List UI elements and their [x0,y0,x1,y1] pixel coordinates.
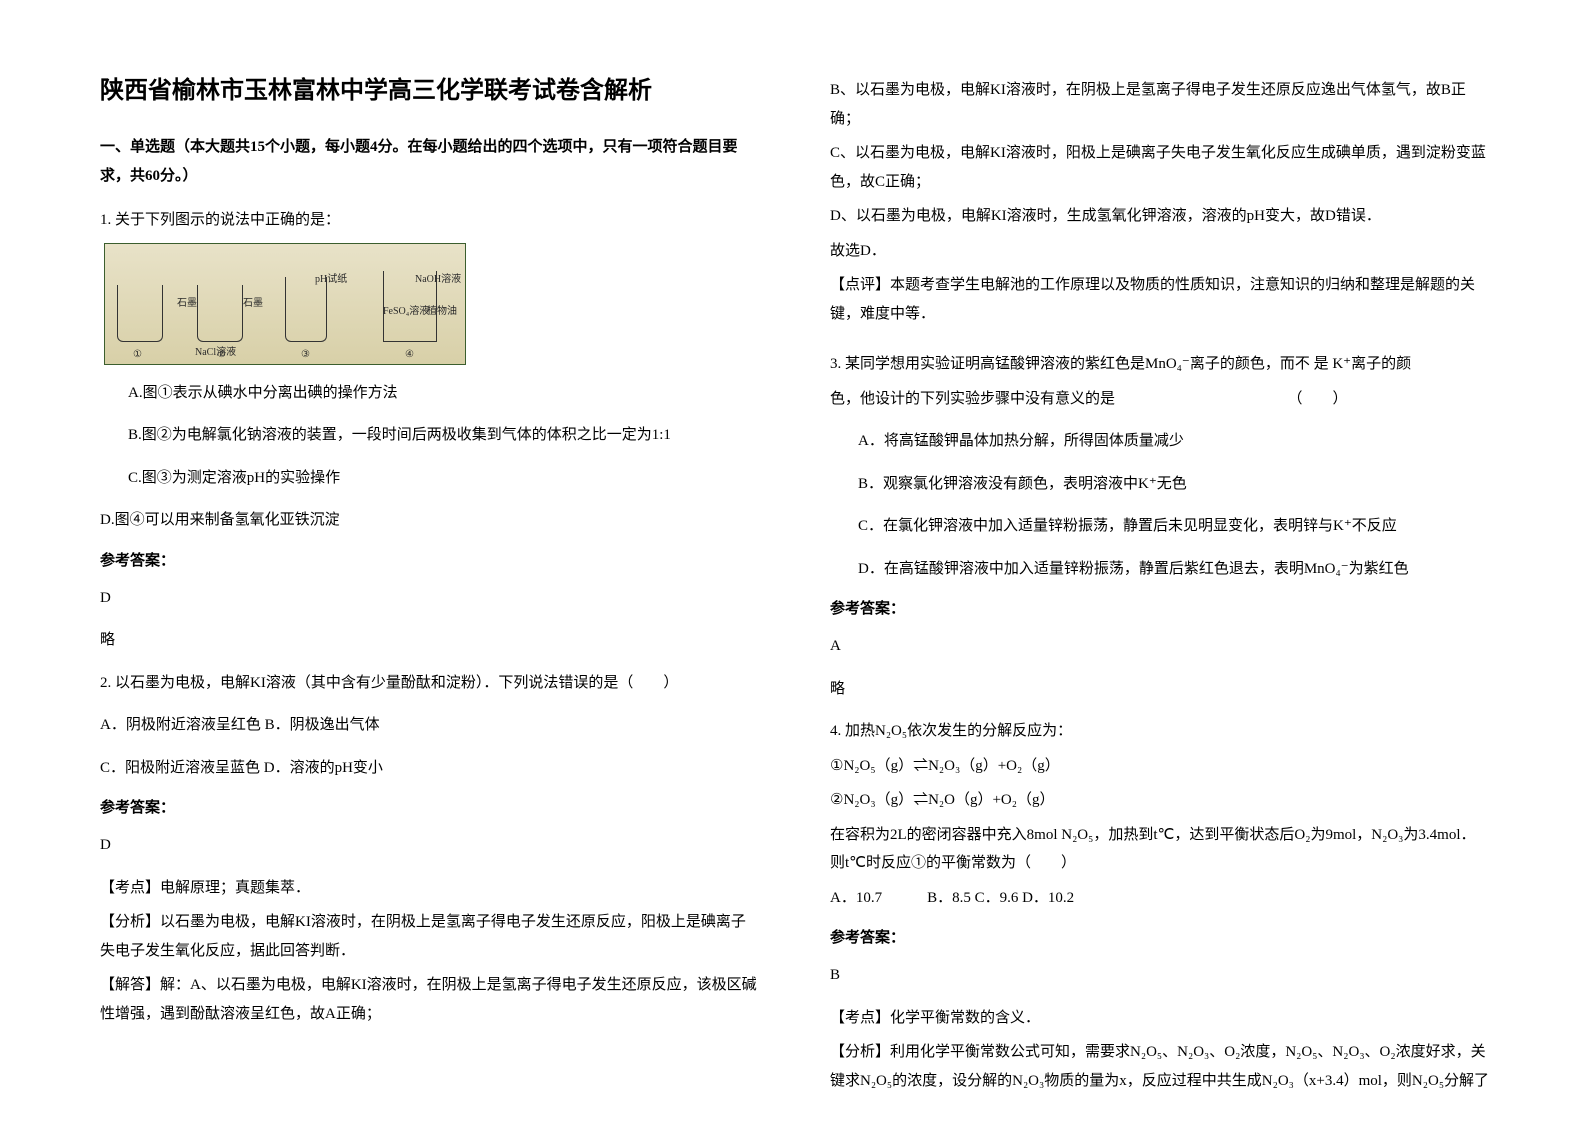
page-root: 陕西省榆林市玉林富林中学高三化学联考试卷含解析 一、单选题（本大题共15个小题，… [0,0,1587,1141]
section-1-heading: 一、单选题（本大题共15个小题，每小题4分。在每小题给出的四个选项中，只有一项符… [100,133,760,190]
right-column: B、以石墨为电极，电解KI溶液时，在阴极上是氢离子得电子发生还原反应逸出气体氢气… [830,70,1490,1101]
diagram-label-ph: pH试纸 [315,270,347,285]
q1-answer-heading: 参考答案： [100,549,760,570]
q3-option-c: C．在氯化钾溶液中加入适量锌粉振荡，静置后未见明显变化，表明锌与K⁺不反应 [830,512,1490,541]
q2-select: 故选D． [830,237,1490,266]
q1-option-d: D.图④可以用来制备氢氧化亚铁沉淀 [100,506,760,535]
q1-option-c: C.图③为测定溶液pH的实验操作 [100,464,760,493]
q3-stem-line2: 色，他设计的下列实验步骤中没有意义的是 （ ） [830,385,1490,414]
exam-title: 陕西省榆林市玉林富林中学高三化学联考试卷含解析 [100,70,760,105]
q4-answer-heading: 参考答案： [830,926,1490,947]
q2-answer-heading: 参考答案： [100,796,760,817]
q4-kaodian: 【考点】化学平衡常数的含义． [830,1004,1490,1033]
q4-fenxi: 【分析】利用化学平衡常数公式可知，需要求N₂O₅、N₂O₃、O₂浓度，N₂O₅、… [830,1038,1490,1095]
q1-answer-omit: 略 [100,626,760,655]
q3-option-a: A．将高锰酸钾晶体加热分解，所得固体质量减少 [830,427,1490,456]
q2-stem: 2. 以石墨为电极，电解KI溶液（其中含有少量酚酞和淀粉）．下列说法错误的是（ … [100,669,760,698]
q3-option-b: B．观察氯化钾溶液没有颜色，表明溶液中K⁺无色 [830,470,1490,499]
diagram-label-nacl: NaCl溶液 [195,343,236,358]
q1-option-b: B.图②为电解氯化钠溶液的装置，一段时间后两极收集到气体的体积之比一定为1:1 [100,421,760,450]
q2-jieda-a: 【解答】解：A、以石墨为电极，电解KI溶液时，在阴极上是氢离子得电子发生还原反应… [100,971,760,1028]
q4-eq2: ②N₂O₃（g）⇌N₂O（g）+O₂（g） [830,786,1490,815]
q4-body1: 在容积为2L的密闭容器中充入8mol N₂O₅，加热到t℃，达到平衡状态后O₂为… [830,821,1490,878]
q1-stem: 1. 关于下列图示的说法中正确的是： [100,206,760,235]
diagram-label-feso4: FeSO₄溶液 [383,302,429,317]
q4-answer-letter: B [830,961,1490,990]
q2-jieda-c: C、以石墨为电极，电解KI溶液时，阳极上是碘离子失电子发生氧化反应生成碘单质，遇… [830,139,1490,196]
diagram-num-2: ② [217,349,226,360]
q4-eq1: ①N₂O₅（g）⇌N₂O₃（g）+O₂（g） [830,752,1490,781]
q2-option-ab: A．阴极附近溶液呈红色 B．阴极逸出气体 [100,711,760,740]
diagram-label-graphite-1: 石墨 [177,294,197,309]
q4-options: A．10.7 B．8.5 C．9.6 D．10.2 [830,884,1490,913]
q2-answer-letter: D [100,831,760,860]
left-column: 陕西省榆林市玉林富林中学高三化学联考试卷含解析 一、单选题（本大题共15个小题，… [100,70,760,1101]
q2-option-cd: C．阳极附近溶液呈蓝色 D．溶液的pH变小 [100,754,760,783]
q3-stem-line1: 3. 某同学想用实验证明高锰酸钾溶液的紫红色是MnO₄⁻离子的颜色，而不 是 K… [830,350,1490,379]
q2-jieda-d: D、以石墨为电极，电解KI溶液时，生成氢氧化钾溶液，溶液的pH变大，故D错误． [830,202,1490,231]
q2-dianping: 【点评】本题考查学生电解池的工作原理以及物质的性质知识，注意知识的归纳和整理是解… [830,271,1490,328]
q2-kaodian: 【考点】电解原理；真题集萃． [100,874,760,903]
q1-diagram: 石墨 石墨 NaCl溶液 pH试纸 NaOH溶液 FeSO₄溶液 植物油 ① ②… [104,243,466,365]
q3-answer-letter: A [830,632,1490,661]
q2-fenxi: 【分析】以石墨为电极，电解KI溶液时，在阴极上是氢离子得电子发生还原反应，阳极上… [100,908,760,965]
q3-answer-omit: 略 [830,675,1490,704]
diagram-num-4: ④ [405,349,414,360]
q4-stem: 4. 加热N₂O₅依次发生的分解反应为： [830,717,1490,746]
q3-option-d: D．在高锰酸钾溶液中加入适量锌粉振荡，静置后紫红色退去，表明MnO₄⁻为紫红色 [830,555,1490,584]
diagram-label-oil: 植物油 [427,302,457,317]
diagram-num-1: ① [133,349,142,360]
diagram-label-naoh: NaOH溶液 [415,270,461,285]
q1-answer-letter: D [100,584,760,613]
diagram-label-graphite-2: 石墨 [243,294,263,309]
q2-jieda-b: B、以石墨为电极，电解KI溶液时，在阴极上是氢离子得电子发生还原反应逸出气体氢气… [830,76,1490,133]
q1-option-a: A.图①表示从碘水中分离出碘的操作方法 [100,379,760,408]
diagram-num-3: ③ [301,349,310,360]
q3-answer-heading: 参考答案： [830,597,1490,618]
